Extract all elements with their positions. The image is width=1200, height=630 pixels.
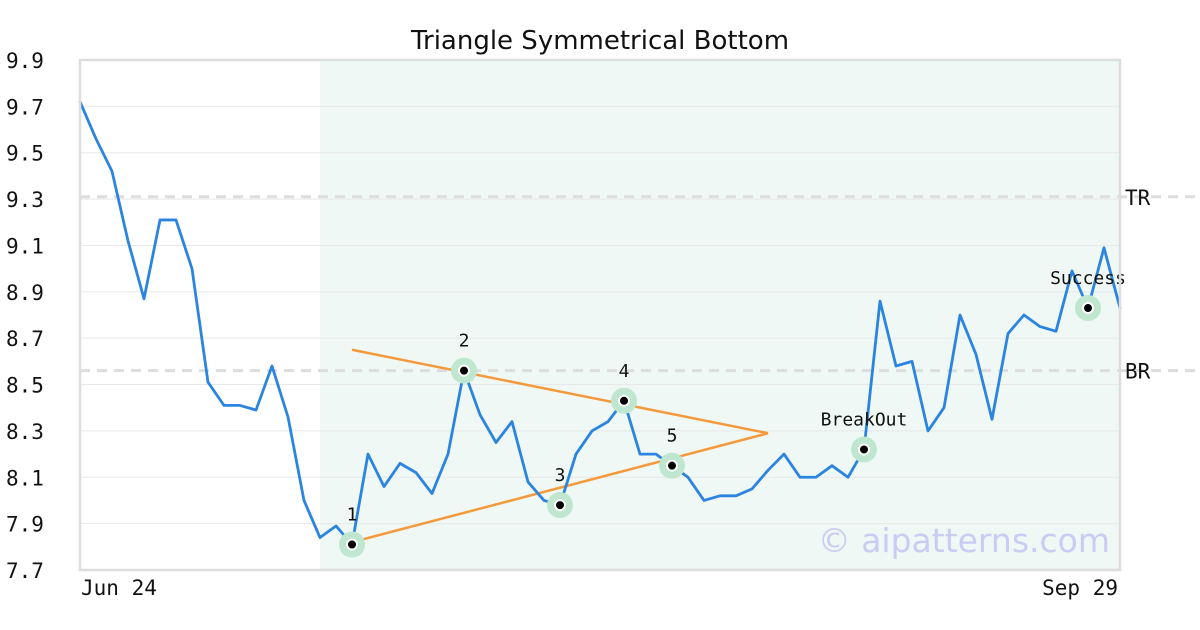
pattern-point-label: BreakOut [821,409,908,430]
reference-lines-layer: TR BR [80,186,1200,384]
pattern-point-label: Success [1050,268,1126,289]
y-tick-label: 7.7 [6,559,44,583]
pattern-point-marker [554,499,566,512]
pattern-point-marker [858,443,870,456]
y-tick-label: 8.7 [6,327,44,351]
pattern-point-label: 4 [619,361,630,382]
y-tick-label: 9.9 [6,49,44,73]
y-tick-label: 9.3 [6,188,44,212]
x-tick-label-end: Sep 29 [1042,576,1118,600]
pattern-point-label: 1 [347,505,358,526]
price-series-line [78,100,1122,546]
pattern-region [320,60,1120,570]
series-layer [78,100,1122,546]
axes-layer: 7.7 7.9 8.1 8.3 8.5 8.7 8.9 9.1 9.3 9.5 9.7 9.9 Jun … [6,49,1122,600]
reference-line-label: BR [1125,360,1151,384]
trend-lines-layer [351,348,769,544]
y-tick-label: 8.9 [6,281,44,305]
y-tick-label: 7.9 [6,513,44,537]
pattern-point-label: 5 [667,426,678,447]
pattern-region-layer [320,60,1120,570]
watermark-text: © aipatterns.com [818,521,1110,560]
pattern-point-label: 3 [555,465,566,486]
pattern-point-marker [346,538,358,551]
y-tick-label: 8.3 [6,420,44,444]
y-tick-label: 9.5 [6,142,44,166]
plot-frame [78,58,1122,572]
trend-line [351,348,769,435]
y-tick-label: 9.1 [6,234,44,258]
pattern-point-marker [666,459,678,472]
x-tick-label-start: Jun 24 [81,576,157,600]
y-tick-label: 8.5 [6,374,44,398]
pattern-point-label: 2 [459,331,470,352]
pattern-point-marker [1082,302,1094,315]
reference-line-label: TR [1125,186,1151,210]
pattern-point-marker [458,364,470,377]
y-tick-label: 8.1 [6,466,44,490]
y-tick-label: 9.7 [6,95,44,119]
chart-title: Triangle Symmetrical Bottom [410,26,789,56]
pattern-point-marker [618,394,630,407]
watermark-layer: © aipatterns.com [818,521,1110,560]
trend-line [351,432,769,544]
pattern-points-layer: 1 2 3 4 5 BreakOut Success [339,268,1126,558]
